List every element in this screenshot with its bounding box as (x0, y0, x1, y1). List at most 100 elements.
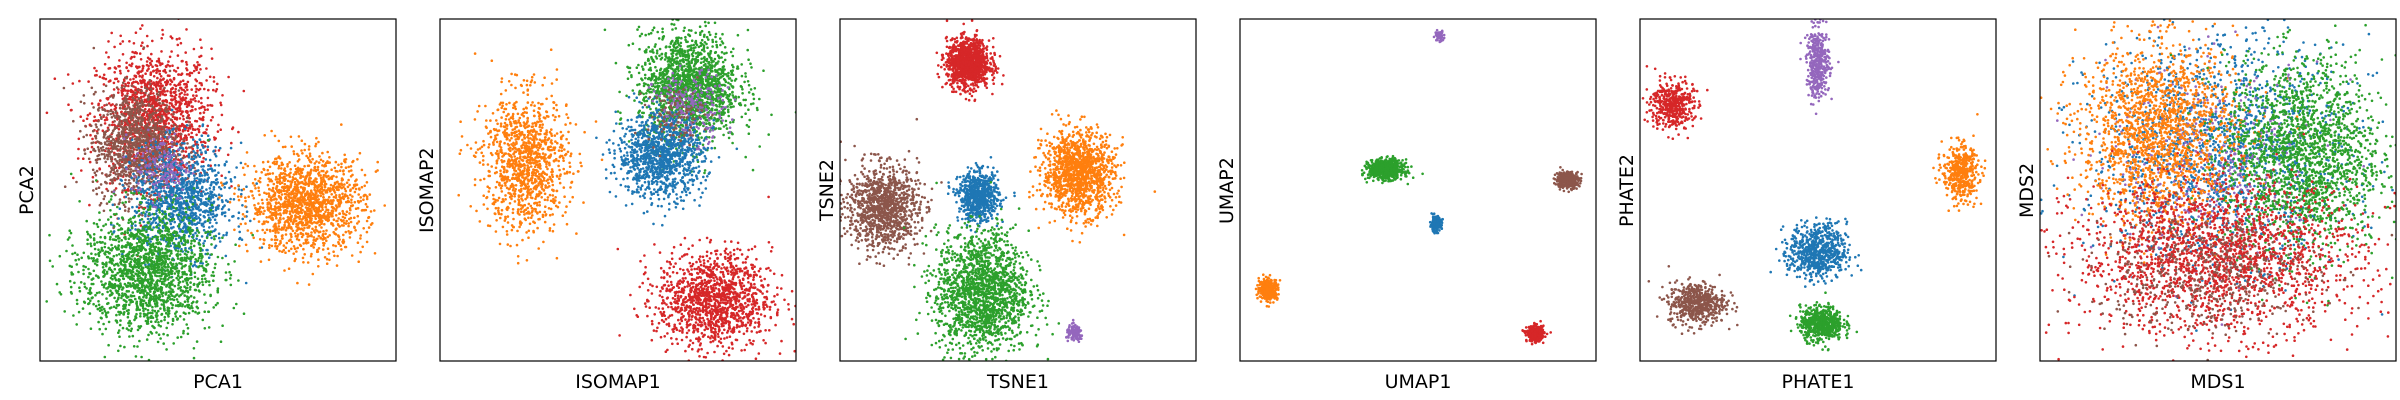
point (95, 161, 99, 164)
point (191, 109, 194, 112)
point (131, 100, 134, 104)
point (296, 160, 300, 163)
point (145, 114, 148, 118)
point (189, 100, 192, 104)
point (183, 142, 186, 145)
point (107, 96, 110, 100)
point (157, 93, 160, 97)
point (270, 129, 273, 133)
point (186, 181, 189, 184)
point (157, 158, 161, 162)
point (103, 133, 107, 136)
point (315, 136, 318, 140)
point (245, 151, 249, 154)
point (181, 59, 184, 63)
point (206, 168, 210, 171)
point (117, 80, 120, 83)
point (154, 188, 158, 192)
point (139, 96, 143, 99)
point (323, 255, 327, 259)
point (323, 188, 326, 192)
scatter-points (45, 19, 387, 361)
point (300, 149, 303, 152)
point (138, 160, 141, 163)
point (199, 213, 202, 217)
point (275, 216, 278, 220)
point (86, 113, 90, 117)
point (255, 182, 258, 185)
point (326, 247, 330, 250)
point (249, 219, 252, 223)
point (157, 149, 161, 152)
point (111, 168, 115, 171)
point (223, 204, 226, 207)
point (174, 99, 178, 103)
point (146, 217, 150, 221)
point (316, 237, 319, 241)
point (107, 110, 110, 113)
point (231, 127, 234, 131)
point (149, 136, 152, 139)
point (301, 181, 304, 185)
point (132, 120, 136, 124)
point (296, 180, 300, 184)
point (227, 208, 231, 211)
point (138, 149, 142, 153)
point (185, 83, 188, 86)
point (260, 198, 264, 202)
point (349, 220, 353, 224)
point (133, 209, 137, 213)
point (137, 117, 140, 121)
point (257, 189, 261, 193)
point (137, 186, 140, 189)
point (314, 144, 317, 148)
point (184, 187, 188, 191)
point (317, 185, 320, 189)
point (147, 109, 150, 113)
point (207, 213, 210, 217)
point (270, 212, 274, 216)
point (111, 180, 114, 183)
point (132, 80, 135, 84)
point (201, 210, 205, 214)
point (88, 112, 92, 115)
point (315, 221, 319, 225)
point (163, 135, 167, 139)
point (115, 103, 118, 106)
point (147, 93, 151, 97)
point (137, 146, 141, 150)
point (335, 219, 338, 223)
point (286, 179, 290, 183)
point (215, 88, 219, 91)
point (266, 168, 270, 172)
point (228, 219, 231, 222)
point (158, 72, 162, 76)
point (181, 206, 184, 210)
point (143, 135, 147, 139)
point (92, 119, 96, 123)
point (155, 98, 158, 102)
point (76, 157, 80, 160)
point (111, 96, 115, 99)
point (79, 115, 82, 118)
point (262, 242, 266, 245)
point (145, 110, 148, 114)
point (353, 190, 357, 194)
point (157, 98, 161, 102)
point (80, 169, 83, 172)
point (206, 104, 210, 107)
point (191, 128, 195, 131)
point (313, 166, 316, 169)
point (105, 116, 108, 119)
point (102, 131, 106, 134)
cluster-orange (218, 123, 387, 286)
point (182, 138, 185, 142)
point (317, 161, 321, 164)
point (199, 148, 202, 152)
point (211, 169, 214, 173)
point (338, 225, 342, 228)
point (308, 152, 312, 155)
point (146, 44, 149, 48)
point (127, 179, 131, 182)
point (288, 204, 292, 208)
